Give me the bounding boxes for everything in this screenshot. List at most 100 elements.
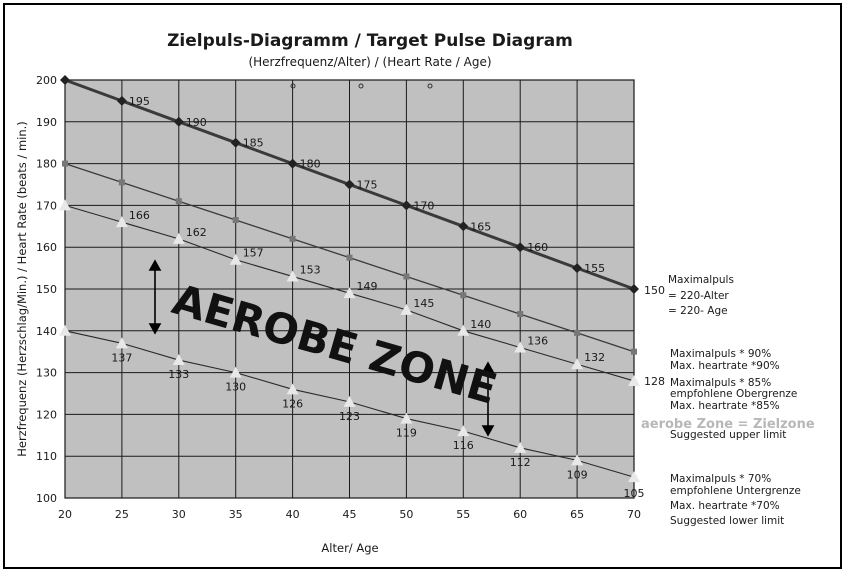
square-marker	[460, 292, 467, 299]
data-label: 150	[644, 284, 665, 297]
triangle-marker	[229, 366, 242, 378]
legend-max-line3: = 220- Age	[668, 305, 728, 317]
chart-subtitle: (Herzfrequenz/Alter) / (Heart Rate / Age…	[248, 55, 491, 69]
y-tick-label: 140	[36, 325, 57, 338]
y-tick-label: 170	[36, 199, 57, 212]
square-marker	[346, 254, 353, 261]
legend-max-line2: = 220-Alter	[668, 290, 729, 302]
diamond-marker	[629, 284, 639, 294]
grid-lines	[64, 79, 635, 499]
square-marker	[631, 348, 637, 355]
data-label: 155	[584, 262, 605, 275]
triangle-marker	[172, 354, 185, 366]
diamond-marker	[173, 116, 184, 127]
data-labels: 195 190 185 180 175 170 165 160 155 150 166 162 157 1…	[111, 95, 665, 500]
data-label: 123	[339, 410, 360, 423]
data-label: 128	[644, 375, 665, 388]
triangle-marker	[115, 337, 128, 349]
data-label: 162	[186, 226, 207, 239]
x-tick-label: 50	[399, 508, 413, 521]
data-label: 137	[111, 351, 132, 364]
legend-p85-line1: Maximalpuls * 85%	[670, 377, 771, 389]
diamond-marker	[344, 179, 355, 190]
triangle-marker	[343, 395, 356, 407]
legend: Maximalpuls = 220-Alter = 220- Age Maxim…	[641, 274, 815, 527]
data-label: 140	[470, 318, 491, 331]
x-axis-label: Alter/ Age	[321, 541, 378, 555]
legend-p90-line1: Maximalpuls * 90%	[670, 348, 771, 360]
triangle-marker	[59, 324, 71, 336]
diamond-marker	[230, 137, 241, 148]
y-tick-label: 200	[36, 74, 57, 87]
legend-p85-line2: empfohlene Obergrenze	[670, 388, 797, 400]
data-label: 145	[413, 297, 434, 310]
square-marker	[517, 311, 524, 318]
legend-upper: Suggested upper limit	[670, 429, 786, 441]
data-label: 175	[357, 179, 378, 192]
x-tick-label: 25	[115, 508, 129, 521]
data-label: 119	[396, 427, 417, 440]
x-tick-label: 65	[570, 508, 584, 521]
data-label: 105	[624, 487, 645, 500]
y-tick-labels: 100 110 120 130 140 150 160 170 180 190 200	[36, 74, 57, 505]
square-marker	[574, 329, 581, 336]
triangle-marker	[286, 383, 299, 395]
x-tick-label: 60	[513, 508, 527, 521]
triangle-marker	[514, 341, 527, 353]
y-tick-label: 180	[36, 158, 57, 171]
legend-zone: aerobe Zone = Zielzone	[641, 417, 815, 432]
data-label: 165	[470, 220, 491, 233]
dot-icon	[427, 83, 433, 89]
x-tick-labels: 20 25 30 35 40 45 50 55 60 65 70	[58, 508, 641, 521]
triangle-marker	[457, 324, 470, 336]
data-label: 190	[186, 116, 207, 129]
legend-p70-line1: Maximalpuls * 70%	[670, 473, 771, 485]
triangle-marker	[628, 374, 640, 386]
x-tick-label: 55	[456, 508, 470, 521]
data-label: 180	[300, 158, 321, 171]
diamond-marker	[572, 263, 583, 274]
diamond-marker	[60, 75, 70, 85]
triangle-marker	[115, 216, 128, 228]
double-arrow-icon	[481, 361, 495, 437]
diamond-marker	[458, 221, 469, 232]
y-tick-label: 160	[36, 241, 57, 254]
y-tick-label: 120	[36, 408, 57, 421]
x-tick-label: 20	[58, 508, 72, 521]
diamond-marker	[116, 95, 127, 106]
data-label: 185	[243, 137, 264, 150]
dot-icon	[290, 83, 296, 89]
square-marker	[232, 217, 239, 224]
y-tick-label: 100	[36, 492, 57, 505]
y-tick-label: 150	[36, 283, 57, 296]
square-marker	[403, 273, 410, 280]
y-tick-label: 190	[36, 116, 57, 129]
triangle-marker	[400, 412, 413, 424]
triangle-marker	[286, 270, 299, 282]
legend-p85-line3: Max. heartrate *85%	[670, 400, 780, 412]
square-marker	[175, 198, 182, 205]
diamond-marker	[401, 200, 412, 211]
diamond-marker	[515, 242, 526, 253]
x-tick-label: 30	[172, 508, 186, 521]
triangle-marker	[571, 358, 584, 370]
legend-p70-line2: empfohlene Untergrenze	[670, 485, 801, 497]
data-label: 153	[300, 263, 321, 276]
dot-icon	[358, 83, 364, 89]
double-arrow-icon	[148, 259, 162, 335]
x-tick-label: 70	[627, 508, 641, 521]
x-tick-label: 35	[229, 508, 243, 521]
y-tick-label: 130	[36, 367, 57, 380]
data-label: 166	[129, 209, 150, 222]
triangle-marker	[628, 471, 640, 483]
legend-p90-line2: Max. heartrate *90%	[670, 360, 780, 372]
series-markers	[59, 75, 640, 483]
triangle-marker	[172, 232, 185, 244]
legend-p70-line3: Max. heartrate *70%	[670, 500, 780, 512]
data-label: 132	[584, 351, 605, 364]
x-tick-label: 40	[286, 508, 300, 521]
data-label: 133	[168, 368, 189, 381]
triangle-marker	[571, 454, 584, 466]
data-label: 195	[129, 95, 150, 108]
